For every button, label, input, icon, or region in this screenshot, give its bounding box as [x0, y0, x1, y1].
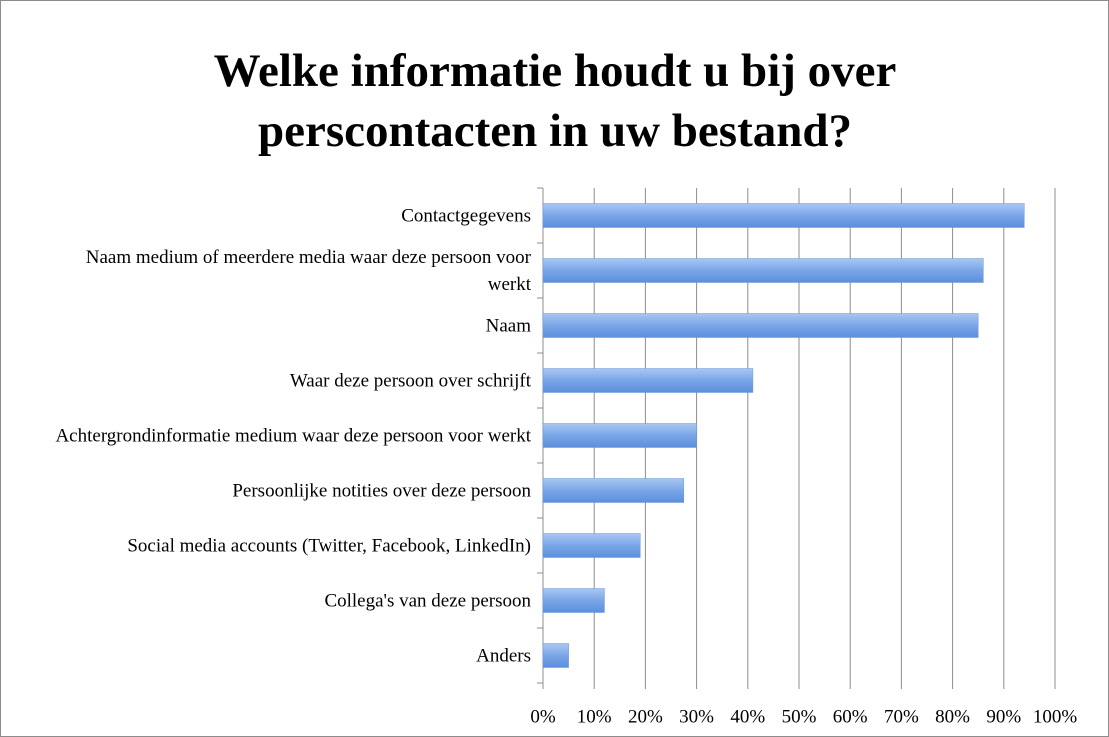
bar — [542, 588, 605, 613]
bar — [542, 368, 754, 393]
y-tick-label: Achtergrondinformatie medium waar deze p… — [55, 425, 531, 446]
y-tick-label: Collega's van deze persoon — [324, 590, 531, 611]
y-tick-label: Naam medium of meerdere media waar deze … — [85, 246, 531, 295]
y-tick-label: Contactgegevens — [401, 205, 531, 226]
bar — [542, 533, 641, 558]
x-tick-label: 100% — [1033, 706, 1078, 727]
bar — [542, 258, 984, 283]
bar — [542, 203, 1025, 228]
bar — [542, 423, 697, 448]
x-tick-label: 20% — [628, 706, 663, 727]
bar — [542, 478, 685, 503]
x-tick-label: 10% — [577, 706, 612, 727]
x-tick-label: 0% — [530, 706, 556, 727]
x-tick-label: 30% — [679, 706, 714, 727]
x-tick-label: 80% — [935, 706, 970, 727]
x-tick-label: 90% — [986, 706, 1021, 727]
y-tick-label: Naam — [485, 315, 531, 336]
bar — [542, 313, 979, 338]
x-tick-label: 50% — [782, 706, 817, 727]
y-tick-label: Anders — [476, 645, 531, 666]
y-tick-label: Waar deze persoon over schrijft — [289, 370, 531, 391]
y-tick-label: Persoonlijke notities over deze persoon — [232, 480, 531, 501]
y-tick-label: Social media accounts (Twitter, Facebook… — [127, 535, 531, 556]
bar — [542, 643, 569, 668]
x-tick-label: 40% — [730, 706, 765, 727]
chart-title: Welke informatie houdt u bij over persco… — [213, 45, 897, 157]
x-tick-label: 70% — [884, 706, 919, 727]
x-tick-label: 60% — [833, 706, 868, 727]
